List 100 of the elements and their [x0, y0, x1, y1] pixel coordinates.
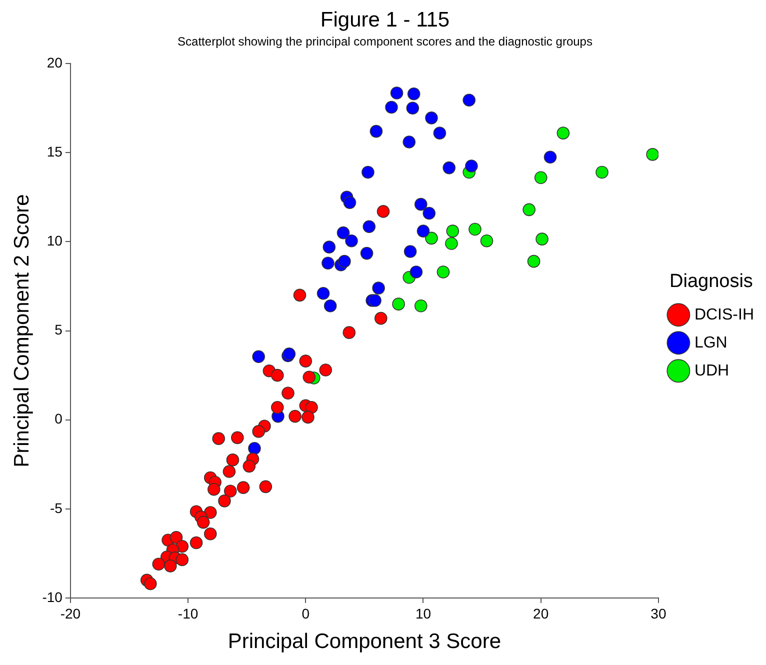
- point: [433, 126, 446, 140]
- point: [236, 481, 250, 494]
- y-tick-label: 20: [46, 54, 63, 70]
- x-tick-label: 10: [415, 605, 432, 622]
- point: [316, 286, 330, 300]
- point: [345, 234, 358, 248]
- point: [324, 299, 337, 312]
- point: [556, 126, 570, 140]
- point: [271, 368, 284, 382]
- point: [362, 220, 376, 233]
- point: [190, 536, 203, 550]
- point: [445, 237, 458, 250]
- y-tick-label: 5: [54, 322, 63, 338]
- y-tick-label: -5: [50, 500, 63, 516]
- point: [376, 205, 390, 218]
- point: [302, 370, 316, 384]
- point: [302, 410, 314, 424]
- point: [407, 87, 420, 100]
- point: [410, 266, 423, 278]
- point: [534, 171, 548, 184]
- point: [208, 482, 220, 496]
- point: [342, 326, 356, 339]
- point: [196, 516, 210, 529]
- point: [338, 254, 351, 268]
- point: [319, 364, 332, 376]
- legend-label: DCIS-IH: [694, 306, 754, 324]
- point: [252, 425, 265, 438]
- point: [462, 94, 476, 107]
- point: [288, 410, 302, 423]
- point: [536, 232, 548, 246]
- point: [362, 166, 374, 179]
- point: [248, 442, 261, 455]
- point: [370, 124, 383, 138]
- point: [322, 240, 336, 254]
- x-tick-label: 0: [302, 605, 310, 622]
- point: [218, 494, 231, 508]
- point: [425, 112, 438, 124]
- y-tick-label: 15: [46, 144, 63, 160]
- point: [170, 531, 183, 544]
- point: [305, 401, 318, 414]
- point: [252, 350, 265, 364]
- chart-subtitle: Scatterplot showing the principal component scores and the diagnostic groups: [178, 34, 592, 49]
- point: [385, 100, 398, 114]
- x-tick-label: 20: [533, 605, 549, 622]
- point: [176, 553, 189, 566]
- y-tick-label: -10: [42, 588, 63, 605]
- point: [522, 203, 536, 216]
- x-axis-title: Principal Component 3 Score: [228, 630, 502, 654]
- point: [425, 232, 438, 245]
- point: [282, 386, 294, 400]
- point: [204, 527, 217, 540]
- point: [416, 224, 430, 238]
- point: [271, 401, 284, 414]
- legend-title: Diagnosis: [670, 270, 753, 292]
- legend-label: UDH: [694, 362, 730, 380]
- legend-label: LGN: [694, 334, 728, 352]
- point: [368, 294, 382, 307]
- point: [343, 196, 356, 209]
- point: [224, 484, 237, 498]
- point: [442, 161, 456, 174]
- y-tick-label: 0: [54, 410, 63, 427]
- x-tick-label: -10: [178, 605, 198, 622]
- point: [436, 266, 450, 278]
- point: [374, 312, 388, 325]
- point: [465, 160, 478, 172]
- point: [299, 354, 312, 368]
- y-tick-label: 10: [46, 232, 63, 249]
- x-tick-label: -20: [60, 605, 81, 622]
- point: [372, 282, 385, 294]
- point: [646, 148, 658, 161]
- point: [336, 226, 350, 240]
- point: [360, 246, 374, 260]
- point: [596, 166, 608, 179]
- point: [544, 150, 557, 164]
- point: [402, 136, 416, 148]
- point: [212, 432, 226, 445]
- point: [404, 245, 417, 258]
- point: [422, 206, 436, 220]
- point: [390, 86, 404, 100]
- point: [222, 465, 236, 478]
- point: [446, 224, 460, 238]
- point: [406, 102, 420, 115]
- y-axis-title: Principal Component 2 Score: [10, 194, 34, 468]
- point: [231, 431, 244, 444]
- point: [226, 454, 240, 466]
- point: [392, 298, 405, 310]
- point: [527, 254, 540, 268]
- point: [144, 577, 157, 590]
- x-tick-label: 30: [650, 605, 666, 622]
- point: [242, 460, 256, 473]
- point: [414, 299, 428, 312]
- point: [293, 288, 306, 302]
- point: [322, 256, 334, 270]
- chart-title: Figure 1 - 115: [320, 8, 450, 32]
- point: [164, 560, 177, 572]
- point: [152, 558, 166, 571]
- point: [259, 480, 272, 494]
- point: [468, 222, 482, 236]
- point: [414, 198, 428, 211]
- point: [480, 234, 494, 248]
